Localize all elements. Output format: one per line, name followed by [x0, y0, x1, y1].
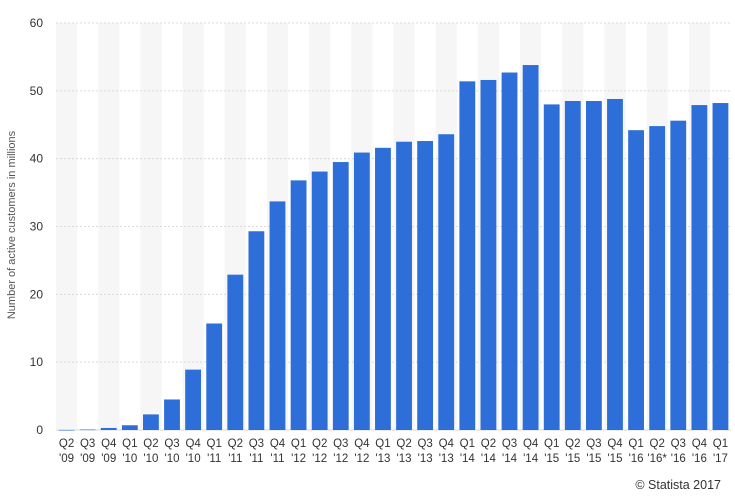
x-tick-label: Q3'12	[333, 438, 348, 465]
bar	[185, 369, 202, 430]
x-tick-label: Q2'14	[481, 438, 497, 465]
x-tick-label: Q4'16	[692, 438, 708, 465]
bar	[248, 231, 265, 430]
x-tick-label: Q4'15	[607, 438, 623, 465]
bar	[206, 323, 223, 430]
bar	[121, 425, 138, 430]
bar	[227, 274, 244, 430]
bar	[290, 180, 307, 430]
bars	[58, 65, 729, 431]
statista-credit: © Statista 2017	[635, 478, 721, 492]
bar	[628, 130, 644, 430]
bar	[607, 98, 623, 431]
bar	[79, 429, 96, 431]
x-tick-label: Q4'10	[185, 438, 201, 465]
x-tick-label: Q2'16*	[647, 438, 667, 465]
x-tick-label: Q1'12	[291, 438, 306, 465]
y-tick-label: 0	[36, 423, 43, 437]
y-tick-label: 20	[30, 287, 44, 301]
x-tick-label: Q3'10	[164, 438, 179, 465]
x-tick-label: Q4'11	[270, 438, 286, 465]
x-axis-ticks: Q2'09 Q3'09 Q4'09 Q1'10 Q2'10 Q3'10 Q4'10 Q1'11…	[59, 438, 728, 465]
x-tick-label: Q3'11	[249, 438, 264, 465]
x-tick-label: Q1'16	[628, 438, 643, 465]
x-tick-label: Q1'10	[122, 438, 137, 465]
y-tick-label: 60	[30, 16, 44, 30]
bar	[691, 105, 708, 430]
bar	[332, 162, 349, 430]
x-tick-label: Q3'14	[502, 438, 518, 465]
bar	[480, 79, 497, 430]
x-tick-label: Q2'12	[312, 438, 327, 465]
bar	[670, 120, 687, 431]
x-tick-label: Q2'10	[143, 438, 158, 465]
x-tick-label: Q1'14	[460, 438, 476, 465]
bar	[585, 101, 602, 430]
x-tick-label: Q4'12	[354, 438, 370, 465]
bar	[501, 72, 518, 430]
background-band	[140, 23, 162, 430]
bar	[564, 101, 581, 430]
bar	[438, 134, 455, 430]
x-tick-label: Q3'15	[586, 438, 601, 465]
x-tick-label: Q1'17	[713, 438, 728, 465]
bar	[311, 171, 328, 430]
x-tick-label: Q2'15	[565, 438, 580, 465]
y-tick-label: 10	[30, 355, 44, 369]
bar	[459, 81, 476, 430]
bar	[58, 429, 75, 431]
x-tick-label: Q3'09	[80, 438, 95, 465]
x-tick-label: Q4'14	[523, 438, 539, 465]
bar	[417, 141, 434, 430]
bar	[522, 65, 539, 430]
x-tick-label: Q2'13	[396, 438, 411, 465]
x-tick-label: Q1'11	[207, 438, 222, 465]
x-tick-label: Q3'13	[417, 438, 432, 465]
y-tick-label: 50	[30, 84, 44, 98]
x-tick-label: Q4'13	[439, 438, 455, 465]
x-tick-label: Q1'15	[544, 438, 559, 465]
bar	[164, 399, 180, 430]
y-tick-label: 40	[30, 152, 44, 166]
x-tick-label: Q4'09	[101, 438, 117, 465]
bar	[100, 427, 117, 430]
bar	[143, 414, 159, 430]
bar	[396, 141, 412, 431]
bar	[543, 104, 560, 431]
x-tick-label: Q2'11	[228, 438, 243, 465]
bar	[712, 103, 729, 430]
y-tick-label: 30	[30, 220, 44, 234]
bar	[353, 152, 370, 431]
x-tick-label: Q2'09	[59, 438, 74, 465]
y-axis-title: Number of active customers in millions	[6, 130, 18, 319]
bar	[375, 147, 391, 430]
background-band	[56, 23, 78, 430]
bar	[269, 201, 286, 430]
x-tick-label: Q3'16	[671, 438, 686, 465]
x-tick-label: Q1'13	[375, 438, 390, 465]
y-axis-ticks: 0 10 20 30 40 50 60	[30, 16, 44, 437]
bar	[649, 126, 666, 431]
